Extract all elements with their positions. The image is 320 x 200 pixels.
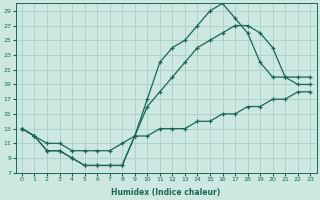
X-axis label: Humidex (Indice chaleur): Humidex (Indice chaleur) [111,188,221,197]
